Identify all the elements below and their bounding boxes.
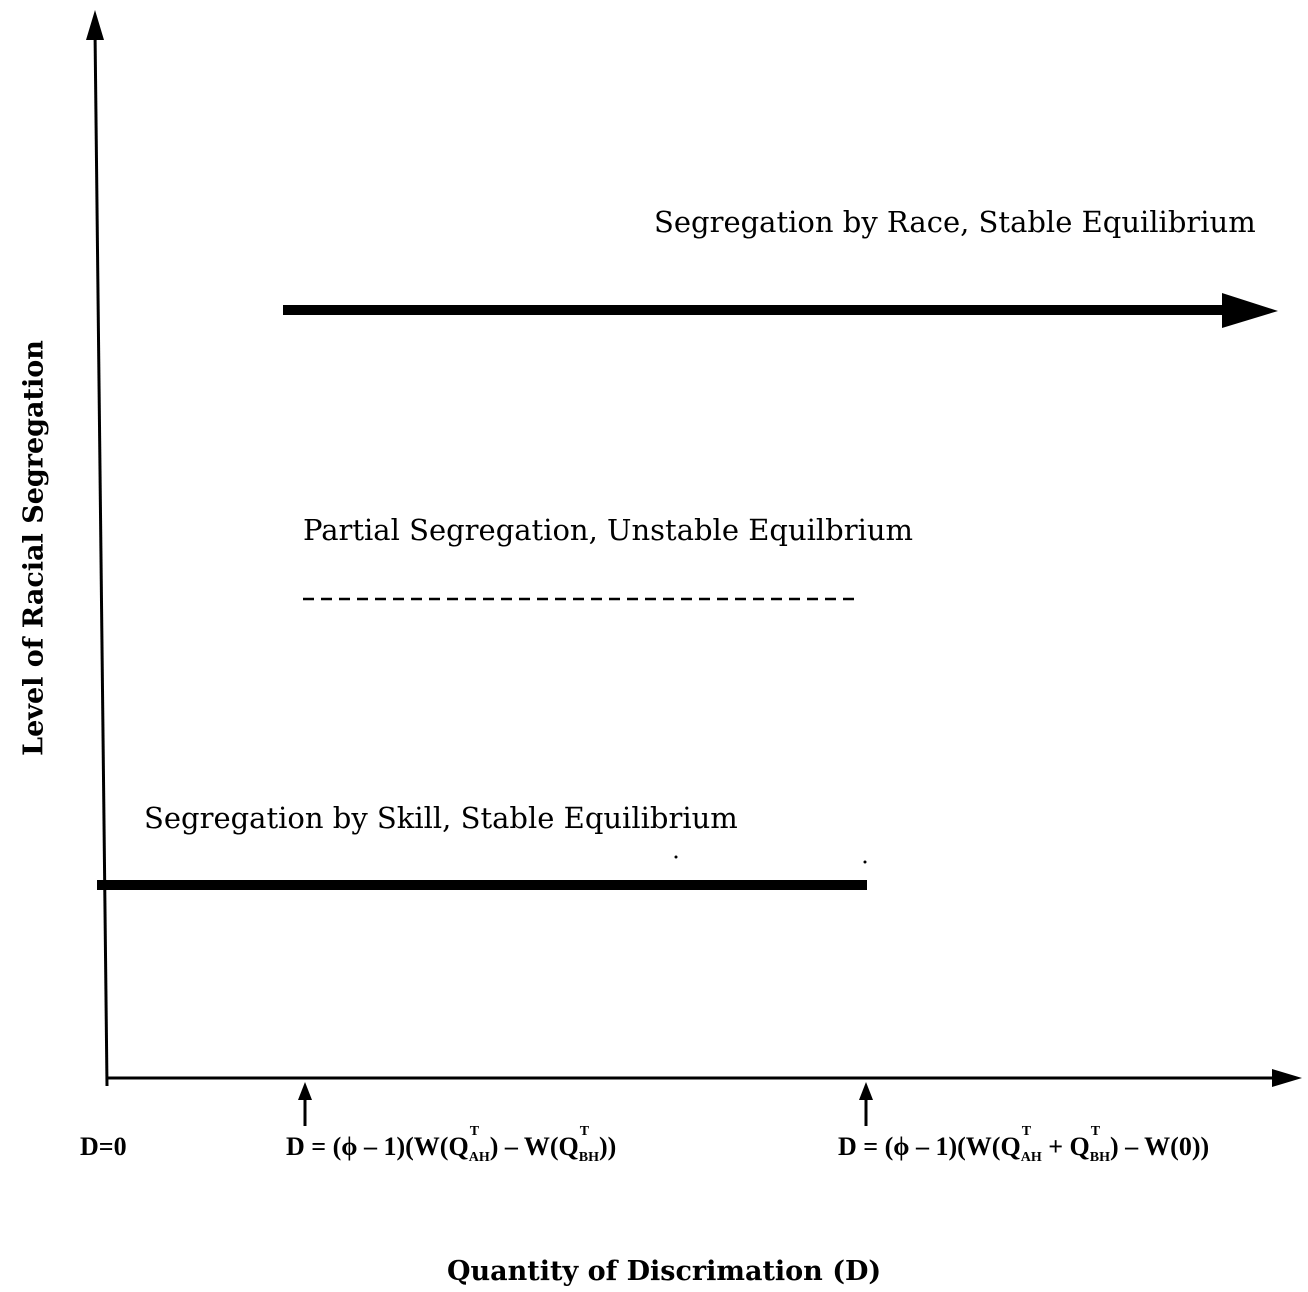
race-segregation-arrowhead (1222, 293, 1278, 328)
threshold2-mid: + Q (1041, 1132, 1090, 1161)
y-axis-arrowhead (86, 10, 104, 40)
threshold1-script-bh: T BH (578, 1124, 600, 1165)
x-axis-arrowhead (1272, 1069, 1302, 1087)
threshold2-sup: T (1021, 1124, 1032, 1139)
threshold2-script-ah: T AH (1020, 1124, 1042, 1165)
threshold2-sup-2: T (1090, 1124, 1101, 1139)
race-segregation-label: Segregation by Race, Stable Equilibrium (654, 205, 1256, 239)
threshold1-tick-label: D = (ϕ – 1)(W(Q T AH) – W(Q T BH)) (286, 1124, 617, 1165)
threshold2-script-bh: T BH (1089, 1124, 1110, 1165)
threshold2-lead: D (838, 1132, 857, 1161)
threshold1-phi-part: (ϕ – 1)(W(Q (332, 1132, 469, 1161)
threshold2-tail: ) – W(0)) (1109, 1132, 1210, 1161)
y-axis-label: Level of Racial Segregation (18, 340, 50, 756)
threshold1-sub-bh: BH (578, 1150, 600, 1165)
threshold2-equals: = (863, 1132, 879, 1161)
partial-segregation-label: Partial Segregation, Unstable Equilbrium (303, 513, 914, 547)
threshold1-sub-ah: AH (468, 1150, 490, 1165)
threshold2-tick-label: D = (ϕ – 1)(W(Q T AH + Q T BH) – W(0)) (838, 1124, 1210, 1165)
threshold1-script-ah: T AH (468, 1124, 490, 1165)
threshold2-sub-ah: AH (1020, 1150, 1042, 1165)
threshold1-sup-2: T (579, 1124, 590, 1139)
threshold1-mid: ) – W(Q (489, 1132, 579, 1161)
x-axis-label: Quantity of Discrimation (D) (447, 1256, 882, 1287)
threshold1-tail: )) (599, 1132, 617, 1161)
origin-tick-label: D=0 (80, 1132, 127, 1161)
threshold2-sub-bh: BH (1089, 1150, 1110, 1165)
threshold2-marker-arrowhead (859, 1082, 873, 1100)
scan-speck (674, 855, 678, 859)
threshold1-equals: = (311, 1132, 327, 1161)
skill-segregation-label: Segregation by Skill, Stable Equilibrium (144, 801, 738, 835)
threshold1-sup: T (469, 1124, 480, 1139)
threshold2-phi-part: (ϕ – 1)(W(Q (884, 1132, 1021, 1161)
scan-speck (863, 860, 867, 864)
threshold1-lead: D (286, 1132, 305, 1161)
y-axis-line (93, 29, 109, 1087)
threshold1-marker-arrowhead (298, 1082, 312, 1100)
